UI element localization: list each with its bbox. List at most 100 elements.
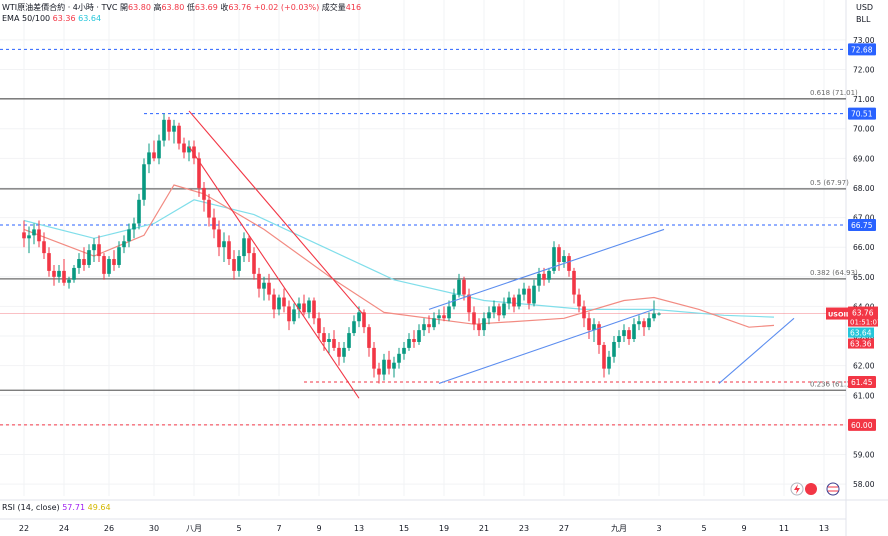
- high-value: 63.80: [161, 3, 185, 12]
- downtrend-lower[interactable]: [188, 146, 360, 399]
- candle-body: [47, 253, 51, 271]
- rsi-label[interactable]: RSI (14, close): [2, 503, 60, 512]
- ema50-value: 63.36: [52, 14, 76, 23]
- symbol-header[interactable]: WTI原油差價合約 · 4小時 · TVC 開63.80 高63.80 低63.…: [2, 2, 361, 13]
- candle-body: [512, 297, 516, 307]
- x-tick-label: 八月: [186, 524, 202, 533]
- x-tick-label: 九月: [611, 524, 627, 533]
- candle-body: [242, 238, 246, 257]
- downtrend-upper[interactable]: [188, 110, 365, 316]
- candle-body: [32, 229, 36, 236]
- candle-body: [82, 259, 86, 265]
- level-tag-bg: [848, 43, 876, 56]
- candle-body: [342, 347, 346, 357]
- candle-body: [277, 297, 281, 310]
- y-tick-label: 66.00: [853, 243, 875, 252]
- x-tick-label: 5: [701, 524, 706, 533]
- candle-body: [72, 267, 76, 280]
- candle-body: [327, 339, 331, 342]
- candle-body: [537, 273, 541, 286]
- candle-body: [22, 232, 26, 239]
- recent-support[interactable]: [718, 317, 795, 384]
- unit-label: BLL: [856, 15, 871, 24]
- candle-body: [657, 313, 661, 315]
- candle-body: [222, 241, 226, 248]
- candle-body: [352, 321, 356, 334]
- ema-tag-bg: [848, 327, 874, 338]
- price-tag-bg: [848, 306, 878, 327]
- candle-body: [172, 125, 176, 132]
- level-tag: 72.68: [851, 45, 873, 54]
- candle-body: [227, 241, 231, 260]
- y-tick-label: 61.00: [853, 391, 875, 400]
- candle-body: [132, 223, 136, 230]
- candle-body: [27, 235, 31, 239]
- volume-value: 416: [345, 3, 362, 12]
- candle-body: [447, 306, 451, 319]
- candle-body: [417, 330, 421, 342]
- candle-body: [617, 336, 621, 342]
- rsi-legend[interactable]: RSI (14, close) 57.71 49.64: [2, 503, 111, 512]
- symbol-title[interactable]: WTI原油差價合約 · 4小時 · TVC: [2, 3, 118, 12]
- us-flag-icon[interactable]: [826, 482, 840, 496]
- candle-body: [592, 324, 596, 331]
- candle-body: [577, 294, 581, 307]
- x-tick-label: 26: [104, 524, 114, 533]
- candle-body: [527, 288, 531, 304]
- candle-body: [437, 315, 441, 319]
- ema-legend[interactable]: EMA 50/100 63.36 63.64: [2, 14, 101, 23]
- candle-body: [642, 321, 646, 328]
- candles: [22, 113, 661, 384]
- ema-tag-bg: [848, 338, 874, 349]
- candle-body: [362, 312, 366, 328]
- candle-body: [197, 158, 201, 188]
- rsi-ma-value: 49.64: [87, 503, 111, 512]
- y-tick-label: 71.00: [853, 95, 875, 104]
- fib-label: 0.382 (64.93): [810, 269, 858, 277]
- candle-body: [397, 353, 401, 363]
- candle-body: [77, 259, 81, 268]
- candle-body: [162, 119, 166, 141]
- candle-body: [252, 253, 256, 274]
- ema-label[interactable]: EMA 50/100: [2, 14, 51, 23]
- uptrend-upper[interactable]: [428, 228, 665, 310]
- candle-body: [382, 359, 386, 375]
- level-tag-bg: [848, 218, 876, 231]
- candle-body: [62, 270, 66, 283]
- candle-body: [37, 229, 41, 242]
- candle-body: [312, 300, 316, 319]
- candle-body: [517, 294, 521, 307]
- open-label: 開: [120, 3, 128, 12]
- candle-body: [152, 152, 156, 159]
- candle-body: [177, 125, 181, 144]
- x-tick-label: 3: [656, 524, 661, 533]
- y-tick-label: 72.00: [853, 65, 875, 74]
- candle-body: [387, 359, 391, 369]
- x-tick-label: 23: [519, 524, 529, 533]
- event-icon[interactable]: [805, 483, 817, 495]
- bottom-icons[interactable]: [790, 482, 840, 496]
- candle-body: [427, 324, 431, 328]
- currency-label: USD: [856, 3, 874, 12]
- candle-body: [567, 256, 571, 271]
- candle-body: [607, 356, 611, 369]
- candle-body: [272, 294, 276, 310]
- candle-body: [67, 279, 71, 283]
- candle-body: [232, 259, 236, 271]
- level-tag-bg: [848, 375, 876, 388]
- candle-body: [262, 282, 266, 289]
- candle-body: [467, 294, 471, 313]
- candle-body: [407, 339, 411, 348]
- candle-body: [647, 318, 651, 328]
- candle-body: [92, 244, 96, 251]
- candle-body: [482, 318, 486, 331]
- candle-body: [487, 312, 491, 319]
- x-tick-label: 13: [819, 524, 829, 533]
- candle-body: [267, 282, 271, 295]
- candle-body: [57, 270, 61, 277]
- candle-body: [507, 297, 511, 304]
- ema100-value: 63.64: [78, 14, 102, 23]
- candle-body: [317, 318, 321, 334]
- uptrend-lower[interactable]: [438, 308, 655, 384]
